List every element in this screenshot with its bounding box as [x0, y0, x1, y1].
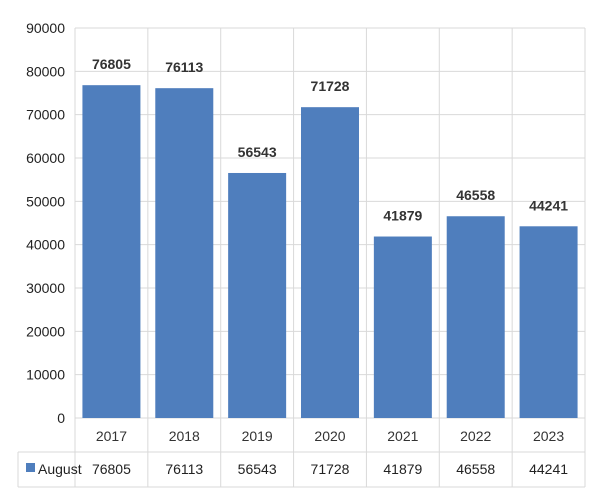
table-value-2023: 44241 [529, 461, 568, 477]
table-value-2022: 46558 [456, 461, 495, 477]
table-value-2020: 71728 [311, 461, 350, 477]
x-tick-label: 2023 [533, 428, 564, 444]
y-tick-label: 50000 [26, 193, 65, 209]
x-tick-label: 2018 [169, 428, 200, 444]
table-value-2017: 76805 [92, 461, 131, 477]
bar-2019 [228, 172, 287, 418]
x-tick-label: 2021 [387, 428, 418, 444]
bar-2022 [446, 216, 505, 418]
legend-swatch [26, 463, 35, 472]
data-label-2018: 76113 [165, 59, 203, 75]
y-tick-label: 0 [57, 410, 65, 426]
data-label-2022: 46558 [456, 187, 495, 203]
legend-series-name: August [38, 461, 82, 477]
table-value-2019: 56543 [238, 461, 277, 477]
bar-2020 [301, 107, 359, 419]
bars [82, 85, 578, 419]
table-value-2021: 41879 [383, 461, 422, 477]
x-tick-label: 2022 [460, 428, 491, 444]
y-tick-label: 60000 [26, 150, 65, 166]
x-tick-label: 2017 [96, 428, 127, 444]
table-value-2018: 76113 [165, 461, 203, 477]
y-axis: 0 10000 20000 30000 40000 50000 60000 70000 8000… [26, 20, 65, 426]
bar-2018 [155, 88, 214, 418]
bar-2017 [82, 85, 141, 418]
y-tick-label: 40000 [26, 237, 65, 253]
data-label-2019: 56543 [238, 144, 277, 160]
bar-2021 [373, 236, 432, 418]
data-table: 2017 2018 2019 2020 2021 2022 2023 August 76805 7… [17, 428, 585, 488]
y-tick-label: 70000 [26, 107, 65, 123]
y-tick-label: 20000 [26, 323, 65, 339]
data-label-2017: 76805 [92, 56, 131, 72]
data-labels: 76805 76113 56543 71728 41879 46558 44241 [92, 56, 568, 223]
y-tick-label: 90000 [26, 20, 65, 36]
y-tick-label: 80000 [26, 63, 65, 79]
data-label-2021: 41879 [383, 208, 422, 224]
data-label-2023: 44241 [529, 197, 568, 213]
y-tick-label: 10000 [26, 367, 65, 383]
bar-2023 [519, 226, 578, 418]
y-tick-label: 30000 [26, 280, 65, 296]
data-label-2020: 71728 [311, 78, 350, 94]
x-tick-label: 2020 [314, 428, 345, 444]
x-tick-label: 2019 [242, 428, 273, 444]
